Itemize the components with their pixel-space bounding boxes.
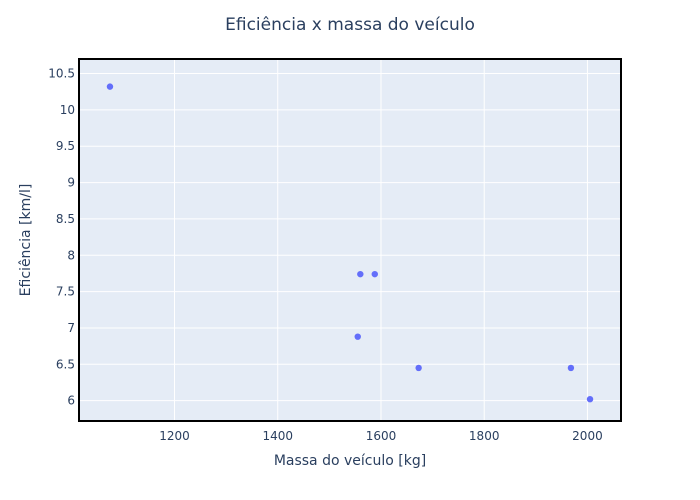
chart-title: Eficiência x massa do veículo xyxy=(225,15,475,35)
x-tick-label: 1400 xyxy=(262,429,293,443)
x-axis-ticks: 1200 1400 1600 1800 2000 xyxy=(159,429,602,443)
x-tick-label: 2000 xyxy=(572,429,603,443)
x-axis-title: Massa do veículo [kg] xyxy=(274,453,426,469)
y-tick-label: 7.5 xyxy=(56,285,75,299)
y-tick-label: 9 xyxy=(67,176,75,190)
data-point xyxy=(567,364,575,372)
plot-frame xyxy=(78,58,622,422)
y-axis-ticks: 6 6.5 7 7.5 8 8.5 9 9.5 10 10.5 xyxy=(48,67,75,408)
y-tick-label: 10.5 xyxy=(48,67,75,81)
y-tick-label: 6.5 xyxy=(56,357,75,371)
plot-background xyxy=(79,59,621,421)
grid-lines xyxy=(79,59,621,421)
data-point xyxy=(415,364,422,372)
y-tick-label: 9.5 xyxy=(56,139,75,153)
y-axis-title: Eficiência [km/l] xyxy=(18,184,34,297)
y-tick-label: 10 xyxy=(60,103,75,117)
y-tick-label: 8 xyxy=(67,248,75,262)
data-point xyxy=(371,270,378,278)
data-point xyxy=(354,333,361,340)
x-tick-label: 1200 xyxy=(159,429,190,443)
y-tick-label: 6 xyxy=(67,394,75,408)
data-points xyxy=(106,83,594,403)
data-point xyxy=(106,83,114,90)
y-tick-label: 7 xyxy=(67,321,75,335)
x-tick-label: 1800 xyxy=(469,429,500,443)
data-point xyxy=(357,270,364,278)
y-tick-label: 8.5 xyxy=(56,212,75,226)
data-point xyxy=(586,395,594,403)
x-tick-label: 1600 xyxy=(366,429,397,443)
